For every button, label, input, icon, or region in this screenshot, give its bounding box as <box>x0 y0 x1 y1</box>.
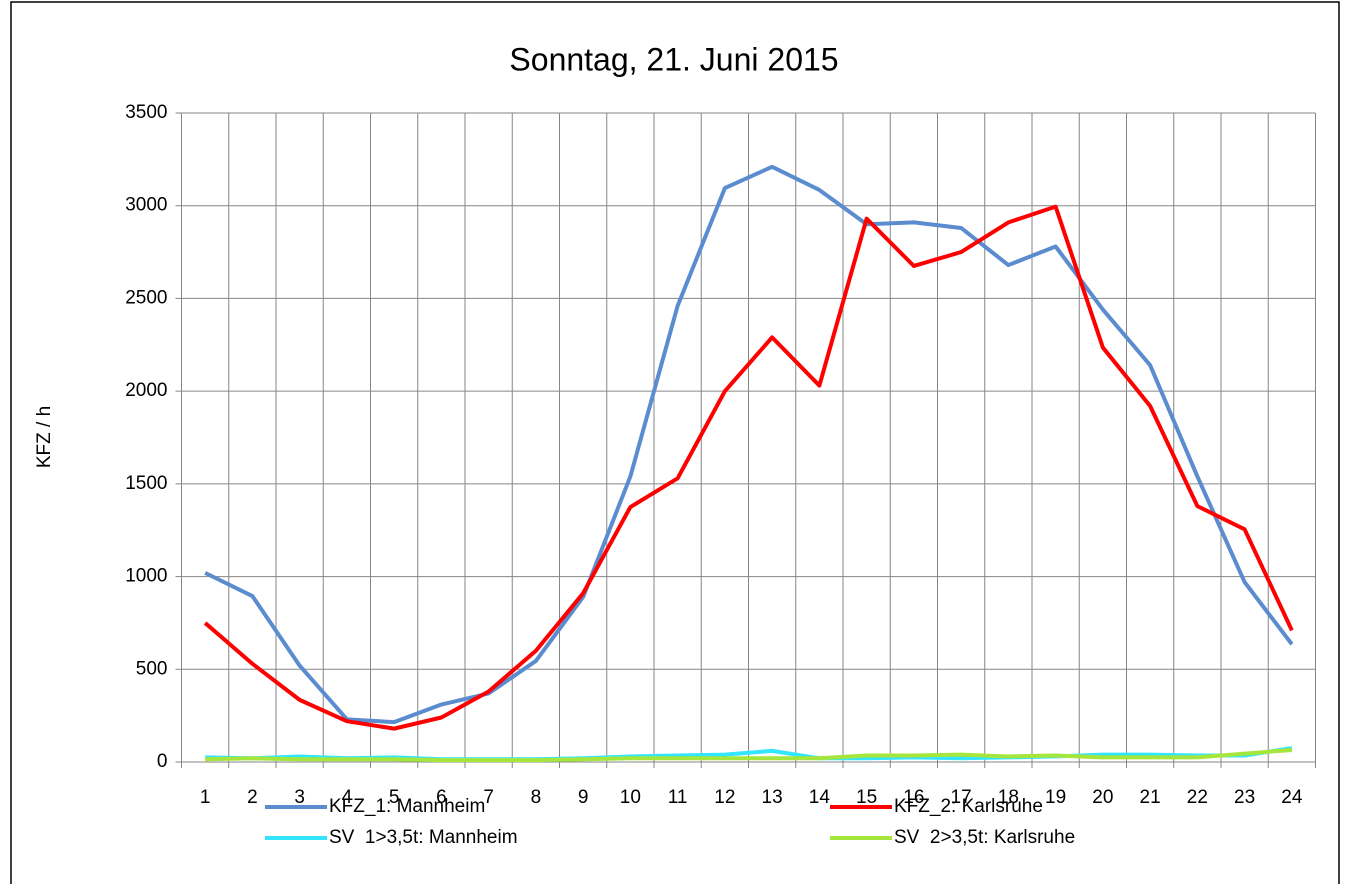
x-tick-label: 14 <box>809 787 831 808</box>
x-tick-label: 12 <box>714 787 735 808</box>
x-tick-label: 22 <box>1187 787 1208 808</box>
x-tick-label: 13 <box>762 787 783 808</box>
series-line <box>203 204 1294 731</box>
legend-label: KFZ_2: Karlsruhe <box>894 796 1043 817</box>
y-tick-label: 3500 <box>125 102 167 123</box>
x-tick-label: 18 <box>998 787 1019 808</box>
chart-title: Sonntag, 21. Juni 2015 <box>509 41 838 77</box>
x-tick-label: 11 <box>668 787 688 808</box>
x-tick-label: 5 <box>389 787 400 808</box>
x-tick-label: 20 <box>1092 787 1113 808</box>
x-tick-label: 1 <box>200 787 211 808</box>
legend-label: SV 1>3,5t: Mannheim <box>329 827 518 848</box>
y-tick-label: 0 <box>157 751 168 772</box>
x-tick-label: 15 <box>856 787 877 808</box>
x-tick-label: 16 <box>903 787 924 808</box>
x-tick-label: 24 <box>1281 787 1303 808</box>
x-tick-label: 19 <box>1045 787 1066 808</box>
x-tick-label: 9 <box>578 787 589 808</box>
y-tick-label: 1500 <box>125 473 167 494</box>
x-tick-label: 23 <box>1234 787 1255 808</box>
x-tick-label: 7 <box>483 787 494 808</box>
x-tick-label: 10 <box>620 787 641 808</box>
y-tick-label: 2500 <box>125 287 167 308</box>
y-tick-label: 1000 <box>125 566 167 587</box>
series-line <box>205 747 1293 763</box>
x-tick-label: 8 <box>531 787 542 808</box>
x-tick-label: 3 <box>294 787 305 808</box>
series-line <box>204 164 1294 725</box>
x-tick-label: 21 <box>1140 787 1161 808</box>
x-tick-label: 4 <box>342 787 353 808</box>
chart-border <box>10 1 1340 884</box>
y-tick-label: 3000 <box>125 195 167 216</box>
x-tick-label: 6 <box>436 787 447 808</box>
y-axis-label: KFZ / h <box>34 406 55 468</box>
x-tick-label: 17 <box>951 787 972 808</box>
y-tick-label: 500 <box>136 658 168 679</box>
legend-label: SV 2>3,5t: Karlsruhe <box>894 827 1075 848</box>
x-tick-label: 2 <box>247 787 258 808</box>
y-tick-label: 2000 <box>125 380 167 401</box>
legend-label: KFZ_1: Mannheim <box>329 796 485 817</box>
